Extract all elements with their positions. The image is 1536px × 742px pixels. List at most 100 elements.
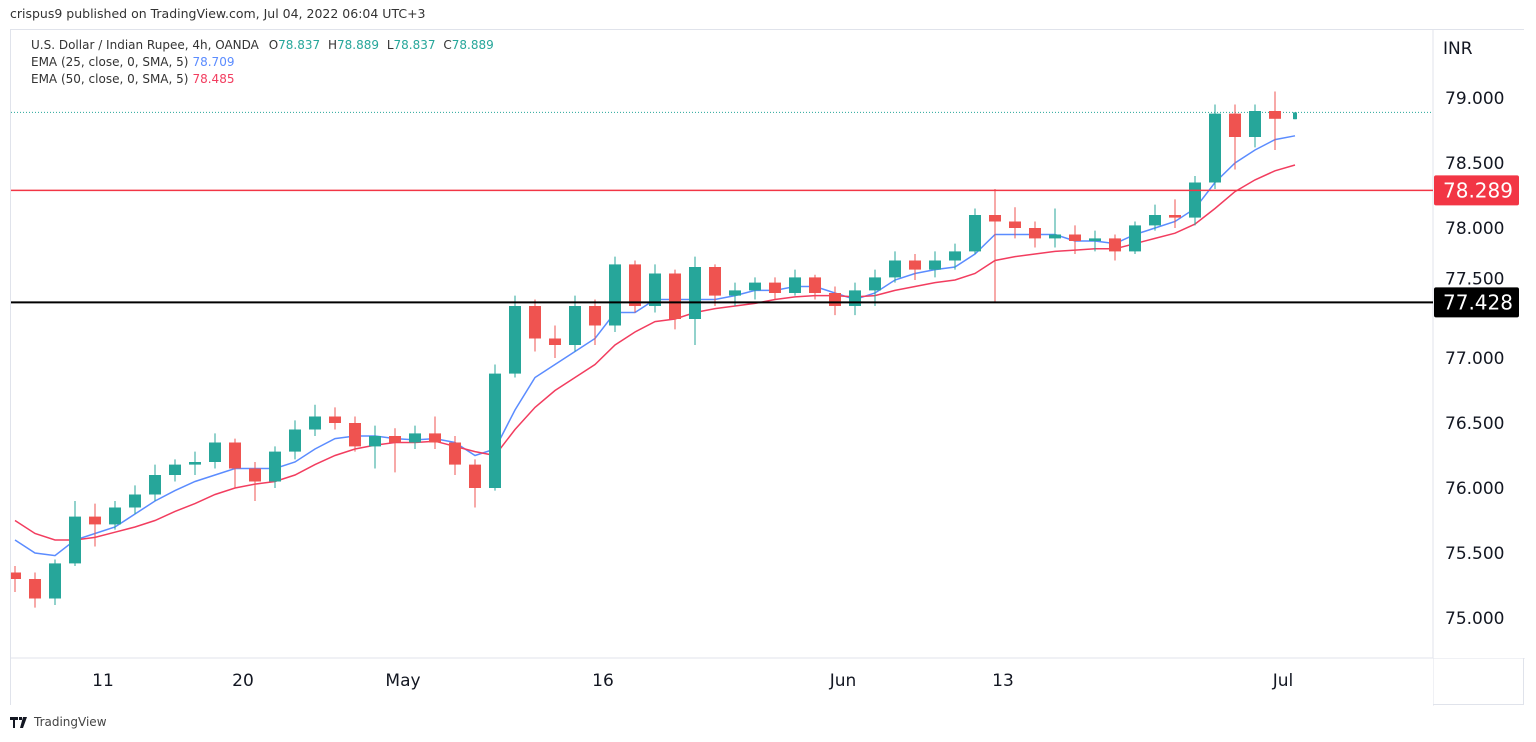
support-price-tag	[1434, 287, 1519, 318]
candle-2022-06-27[interactable]	[1189, 182, 1201, 218]
tradingview-logo-icon	[10, 717, 27, 728]
candle-2022-04-21[interactable]	[249, 468, 261, 482]
ema25-value: 78.709	[192, 55, 235, 69]
candle-2022-05-17[interactable]	[609, 264, 621, 326]
chart-frame[interactable]: 75.000 75.500 76.000 76.500 77.000 77.500 78.0…	[10, 29, 1525, 706]
candle-2022-05-02[interactable]	[389, 436, 401, 443]
candle-2022-06-30[interactable]	[1249, 111, 1261, 137]
candle-2022-04-12[interactable]	[109, 507, 121, 525]
ema25-line	[14, 135, 1296, 557]
support-price-label: 77.428	[1443, 290, 1513, 314]
candle-2022-07-04[interactable]	[1293, 112, 1297, 120]
candle-2022-04-29[interactable]	[369, 436, 381, 447]
candle-2022-05-03[interactable]	[409, 433, 421, 443]
candle-2022-04-11[interactable]	[89, 516, 101, 525]
candle-2022-06-15[interactable]	[1029, 228, 1041, 239]
high-label: H	[327, 38, 338, 52]
y-tick-label: 78.500	[1445, 154, 1504, 174]
y-tick-label: 78.000	[1445, 219, 1504, 239]
candle-2022-04-20[interactable]	[229, 442, 241, 469]
y-tick-label: 75.500	[1445, 544, 1504, 564]
candle-2022-05-12[interactable]	[549, 338, 561, 346]
candle-2022-05-30[interactable]	[789, 277, 801, 293]
y-tick-label: 76.500	[1445, 414, 1504, 434]
candle-2022-06-14[interactable]	[1009, 221, 1021, 229]
resistance-price-label: 78.289	[1443, 178, 1513, 202]
candle-2022-05-24[interactable]	[709, 267, 721, 296]
y-tick-label: 77.000	[1445, 349, 1504, 369]
legend-ema25-row[interactable]: EMA (25, close, 0, SMA, 5) 78.709	[31, 55, 234, 70]
legend-ema50-row[interactable]: EMA (50, close, 0, SMA, 5) 78.485	[31, 72, 234, 87]
y-tick-label: 79.000	[1445, 89, 1504, 109]
candle-2022-04-13[interactable]	[129, 494, 141, 508]
candle-2022-06-17[interactable]	[1069, 234, 1081, 242]
resistance-price-tag	[1434, 175, 1519, 206]
candle-2022-05-20[interactable]	[669, 273, 681, 320]
x-tick-label: 20	[232, 671, 254, 691]
candle-2022-04-08[interactable]	[69, 516, 81, 564]
candle-2022-05-06[interactable]	[469, 464, 481, 488]
candle-2022-05-25[interactable]	[729, 290, 741, 296]
ema25-label: EMA (25, close, 0, SMA, 5)	[31, 55, 189, 69]
candle-2022-04-18[interactable]	[189, 462, 201, 465]
candle-2022-06-28[interactable]	[1209, 113, 1221, 183]
candle-2022-06-23[interactable]	[1149, 215, 1161, 226]
candle-2022-06-10[interactable]	[969, 215, 981, 252]
candle-2022-05-18[interactable]	[629, 264, 641, 306]
candle-2022-05-09[interactable]	[489, 373, 501, 488]
candle-2022-05-13[interactable]	[569, 306, 581, 345]
candle-2022-04-05[interactable]	[11, 572, 21, 580]
tradingview-footer[interactable]: TradingView	[10, 715, 107, 730]
candle-2022-06-13[interactable]	[989, 215, 1001, 222]
x-tick-label: 13	[992, 671, 1014, 691]
time-axis[interactable]	[11, 658, 1433, 707]
candle-2022-04-07[interactable]	[49, 563, 61, 599]
candle-2022-04-19[interactable]	[209, 442, 221, 463]
candle-2022-06-03[interactable]	[869, 277, 881, 291]
x-tick-label: 11	[92, 671, 114, 691]
candle-2022-05-11[interactable]	[529, 306, 541, 339]
candle-2022-06-07[interactable]	[909, 260, 921, 270]
symbol-title[interactable]: U.S. Dollar / Indian Rupee, 4h, OANDA	[31, 38, 259, 52]
candle-2022-04-06[interactable]	[29, 579, 41, 599]
candle-2022-04-25[interactable]	[289, 429, 301, 452]
price-axis[interactable]	[1433, 30, 1526, 658]
candle-2022-05-04[interactable]	[429, 433, 441, 443]
candle-2022-05-31[interactable]	[809, 277, 821, 293]
candle-2022-05-16[interactable]	[589, 306, 601, 326]
candle-2022-06-21[interactable]	[1109, 238, 1121, 252]
y-tick-label: 77.500	[1445, 269, 1504, 289]
candle-2022-04-28[interactable]	[349, 423, 361, 447]
candle-2022-06-08[interactable]	[929, 260, 941, 270]
low-value: 78.837	[393, 38, 436, 52]
candle-2022-06-22[interactable]	[1129, 225, 1141, 252]
candle-2022-07-01[interactable]	[1269, 111, 1281, 119]
candle-2022-06-06[interactable]	[889, 260, 901, 278]
candle-2022-05-23[interactable]	[689, 267, 701, 319]
candle-2022-06-16[interactable]	[1049, 234, 1061, 239]
candle-2022-06-02[interactable]	[849, 290, 861, 306]
candle-2022-04-22[interactable]	[269, 451, 281, 482]
candle-2022-04-26[interactable]	[309, 416, 321, 430]
candlestick-chart[interactable]: 75.000 75.500 76.000 76.500 77.000 77.500 78.0…	[11, 30, 1525, 706]
candle-2022-05-26[interactable]	[749, 282, 761, 291]
candle-2022-06-29[interactable]	[1229, 113, 1241, 137]
candle-2022-05-05[interactable]	[449, 442, 461, 465]
candle-2022-06-09[interactable]	[949, 251, 961, 261]
tradingview-brand: TradingView	[34, 715, 107, 729]
high-value: 78.889	[337, 38, 380, 52]
ema50-line	[14, 164, 1296, 541]
candle-2022-05-10[interactable]	[509, 306, 521, 374]
candle-2022-05-27[interactable]	[769, 282, 781, 293]
candle-2022-06-24[interactable]	[1169, 215, 1181, 218]
currency-label: INR	[1443, 39, 1473, 59]
ema50-value: 78.485	[192, 72, 235, 86]
legend-symbol-row: U.S. Dollar / Indian Rupee, 4h, OANDA O7…	[31, 38, 494, 53]
candle-2022-04-27[interactable]	[329, 416, 341, 424]
close-value: 78.889	[451, 38, 494, 52]
candle-2022-04-14[interactable]	[149, 475, 161, 495]
candle-2022-06-01[interactable]	[829, 293, 841, 306]
candle-2022-04-15[interactable]	[169, 464, 181, 475]
candle-2022-05-19[interactable]	[649, 273, 661, 307]
candle-2022-06-20[interactable]	[1089, 238, 1101, 241]
